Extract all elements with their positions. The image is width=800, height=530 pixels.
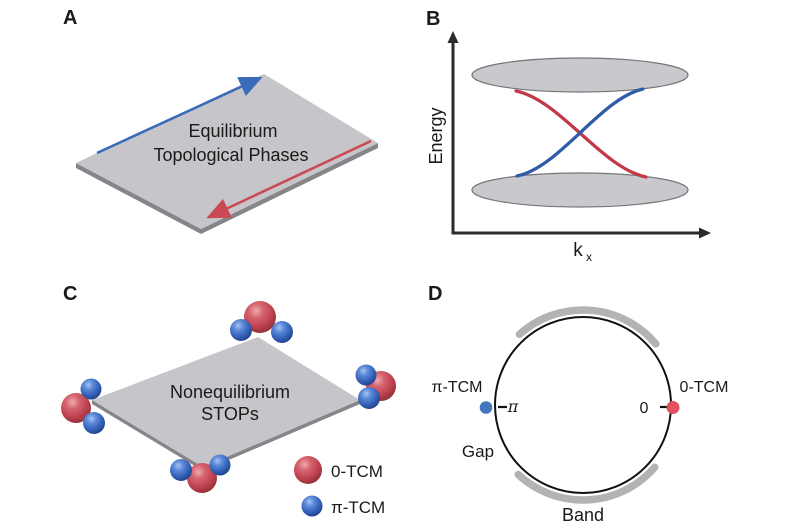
panel-a-canvas: A Equilibrium Topological Phases [63,7,378,234]
panel-d-canvas: D π-TCM 0-TCM π 0 Gap Band [428,283,729,525]
blue-edge-state-curve [515,87,645,178]
zero-tick-label: 0 [640,400,649,417]
red-0tcm-sphere [61,393,91,423]
pi-tcm-label: π-TCM [431,379,482,396]
y-axis-arrowhead [447,31,459,43]
panel-b-label: B [426,8,440,30]
panel-c-nonequilibrium-plate: C Nonequilibrium STOPs [0,265,400,530]
blue-pi-tcm-sphere [271,321,293,343]
corner-cluster-right [355,364,396,409]
red-edge-mode-arrow [206,139,372,219]
panel-a-plate-text-line2: Topological Phases [153,145,308,165]
legend-blue-sphere-icon [301,495,323,517]
pi-tick-label: π [507,397,519,416]
band-label: Band [562,505,604,525]
zero-tcm-label: 0-TCM [680,379,729,396]
panel-c-label: C [63,283,77,305]
lower-band-ellipse [471,172,689,208]
blue-pi-tcm-sphere [209,454,231,476]
panel-d-label: D [428,283,442,305]
plate-thickness-edge [92,400,360,471]
corner-cluster-left [61,378,105,434]
panel-c-canvas: C Nonequilibrium STOPs [61,283,396,517]
x-axis-label-subscript: x [586,250,592,264]
zero-tcm-marker-dot [666,401,680,414]
blue-edge-mode-arrow [96,76,263,155]
panel-c-legend: 0-TCM π-TCM [294,456,385,517]
panel-a-plate-text-line1: Equilibrium [188,121,277,141]
red-0tcm-sphere [187,463,217,493]
upper-band-ellipse [471,57,689,93]
upper-band-arc [515,306,660,348]
panel-b-canvas: B Energy k x [426,8,711,264]
blue-pi-tcm-sphere [355,364,377,386]
panel-c-plate-text-line1: Nonequilibrium [170,382,290,402]
red-0tcm-sphere [244,301,276,333]
lower-band-arc [514,463,659,504]
legend-0tcm-label: 0-TCM [331,462,383,481]
panel-a-equilibrium-plate: A Equilibrium Topological Phases [0,0,400,265]
x-axis-arrowhead [699,227,711,239]
blue-pi-tcm-sphere [230,319,252,341]
legend-pi-tcm-label: π-TCM [331,498,385,517]
equilibrium-plate [76,74,378,229]
blue-pi-tcm-sphere [170,459,192,481]
blue-pi-tcm-sphere [80,378,102,400]
blue-pi-tcm-sphere [83,412,105,434]
panel-b-band-diagram: B Energy k x [400,0,800,265]
corner-cluster-top [230,301,293,343]
panel-c-plate-text-line2: STOPs [201,404,259,424]
panel-d-quasienergy-circle: D π-TCM 0-TCM π 0 Gap Band [400,265,800,530]
gap-label: Gap [462,442,494,461]
blue-pi-tcm-sphere [358,387,380,409]
corner-cluster-bottom [170,454,231,493]
panel-a-label: A [63,7,77,29]
x-axis-label: k [573,240,583,261]
nonequilibrium-plate [92,337,360,467]
axes [451,40,702,235]
y-axis-label: Energy [426,107,446,164]
pi-tcm-marker-dot [479,401,493,414]
legend-red-sphere-icon [294,456,322,484]
